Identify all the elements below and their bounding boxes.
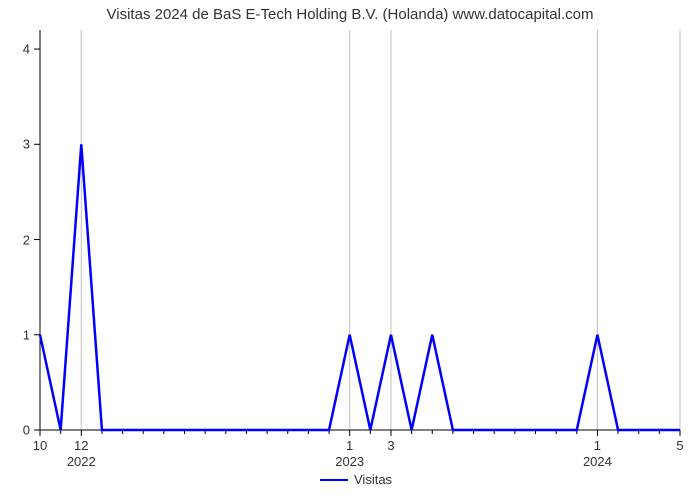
- xtick-label: 1: [594, 438, 601, 453]
- ytick-label: 2: [10, 232, 30, 247]
- chart-plot: [0, 0, 700, 500]
- xtick-year-label: 2024: [583, 454, 612, 469]
- ytick-label: 4: [10, 42, 30, 57]
- legend-swatch: [320, 479, 348, 481]
- xtick-label: 5: [676, 438, 683, 453]
- xtick-label: 3: [387, 438, 394, 453]
- ytick-label: 3: [10, 137, 30, 152]
- legend: Visitas: [320, 472, 392, 487]
- ytick-label: 0: [10, 423, 30, 438]
- legend-label: Visitas: [354, 472, 392, 487]
- xtick-year-label: 2022: [67, 454, 96, 469]
- ytick-label: 1: [10, 327, 30, 342]
- xtick-label: 12: [74, 438, 88, 453]
- xtick-label: 10: [33, 438, 47, 453]
- xtick-label: 1: [346, 438, 353, 453]
- chart-container: Visitas 2024 de BaS E-Tech Holding B.V. …: [0, 0, 700, 500]
- xtick-year-label: 2023: [335, 454, 364, 469]
